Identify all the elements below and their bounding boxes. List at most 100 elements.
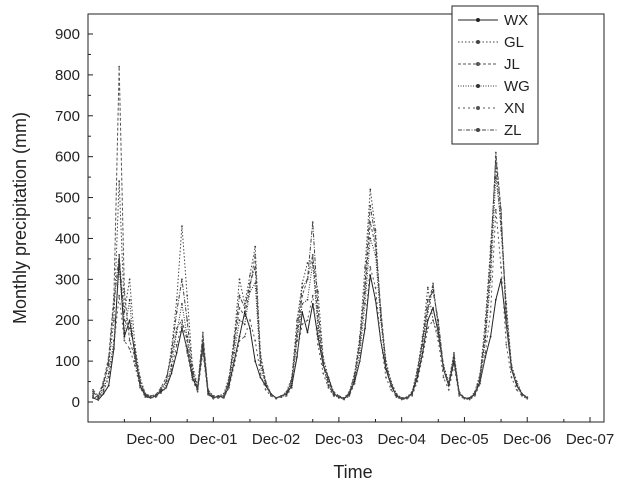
data-point xyxy=(447,388,450,391)
data-point xyxy=(259,372,262,375)
data-point xyxy=(306,262,309,264)
data-point xyxy=(243,315,246,318)
data-point xyxy=(353,374,356,377)
data-point xyxy=(484,352,487,354)
data-point xyxy=(123,335,126,338)
data-point xyxy=(186,319,189,322)
data-point xyxy=(432,282,434,285)
data-point xyxy=(358,352,361,354)
data-point xyxy=(489,253,492,256)
data-point xyxy=(154,394,157,397)
data-point xyxy=(175,298,178,301)
data-point xyxy=(526,396,529,399)
data-point xyxy=(306,278,309,281)
data-point xyxy=(217,397,220,399)
data-point xyxy=(494,151,497,154)
data-point xyxy=(181,225,183,228)
data-point xyxy=(191,372,194,375)
data-point xyxy=(144,393,147,396)
data-point xyxy=(421,339,424,342)
data-point xyxy=(505,343,508,346)
y-tick-label: 0 xyxy=(72,394,80,411)
data-point xyxy=(453,352,455,354)
data-point xyxy=(254,360,257,363)
x-tick-label: Dec-03 xyxy=(315,431,363,448)
data-point xyxy=(515,384,518,387)
y-tick-label: 500 xyxy=(55,190,80,207)
data-point xyxy=(238,335,241,338)
data-point xyxy=(390,388,393,391)
y-tick-label: 100 xyxy=(55,353,80,370)
data-point xyxy=(254,266,257,268)
data-point xyxy=(238,319,241,322)
series-line-zl xyxy=(92,156,528,399)
data-point xyxy=(500,213,502,215)
data-point xyxy=(233,339,236,342)
data-point xyxy=(170,352,173,354)
y-tick-label: 800 xyxy=(55,67,80,84)
data-point xyxy=(186,347,189,350)
data-point xyxy=(521,394,523,397)
data-point xyxy=(196,390,199,393)
data-point xyxy=(107,384,110,387)
legend-label-jl: JL xyxy=(504,56,520,73)
data-point xyxy=(233,352,236,354)
data-point xyxy=(201,352,204,354)
data-point xyxy=(128,339,131,342)
data-point xyxy=(175,311,178,313)
legend-marker xyxy=(476,84,480,88)
data-point xyxy=(238,307,241,309)
data-point xyxy=(133,347,136,350)
data-point xyxy=(296,327,298,330)
data-point xyxy=(160,392,162,394)
data-point xyxy=(175,352,178,354)
data-point xyxy=(332,394,335,397)
data-point xyxy=(254,245,257,248)
data-point xyxy=(311,294,314,297)
data-point xyxy=(107,372,110,375)
data-point xyxy=(144,396,147,398)
data-point xyxy=(249,274,251,277)
data-point xyxy=(332,392,335,394)
data-point xyxy=(207,389,209,392)
data-point xyxy=(432,319,434,322)
data-point xyxy=(97,396,100,398)
data-point xyxy=(290,384,293,387)
data-point xyxy=(322,372,325,375)
data-point xyxy=(337,396,340,398)
data-point xyxy=(385,364,387,367)
x-tick-label: Dec-00 xyxy=(126,431,174,448)
data-point xyxy=(379,315,382,318)
data-point xyxy=(395,396,398,398)
legend-label-xn: XN xyxy=(504,100,525,117)
legend: WX GL JL WG XN ZL xyxy=(451,5,539,145)
data-point xyxy=(432,286,434,289)
data-point xyxy=(374,237,377,240)
data-point xyxy=(369,237,372,240)
data-point xyxy=(426,311,429,313)
data-point xyxy=(301,282,304,285)
data-point xyxy=(426,319,429,322)
data-point xyxy=(468,397,471,400)
legend-label-gl: GL xyxy=(504,34,524,51)
data-point xyxy=(222,395,225,398)
x-tick-label: Dec-04 xyxy=(377,431,425,448)
data-point xyxy=(395,393,398,396)
data-point xyxy=(447,384,450,387)
series-zl xyxy=(92,155,529,400)
data-point xyxy=(259,364,262,367)
data-point xyxy=(290,378,293,381)
data-point xyxy=(181,278,183,281)
data-point xyxy=(479,374,482,377)
data-point xyxy=(128,347,131,350)
data-point xyxy=(364,323,366,326)
data-point xyxy=(207,393,209,396)
data-point xyxy=(191,368,194,371)
data-point xyxy=(191,378,194,381)
data-point xyxy=(390,384,393,387)
data-point xyxy=(494,298,497,301)
data-point xyxy=(133,364,136,367)
data-point xyxy=(243,302,246,305)
data-point xyxy=(165,380,168,383)
data-point xyxy=(494,176,497,179)
